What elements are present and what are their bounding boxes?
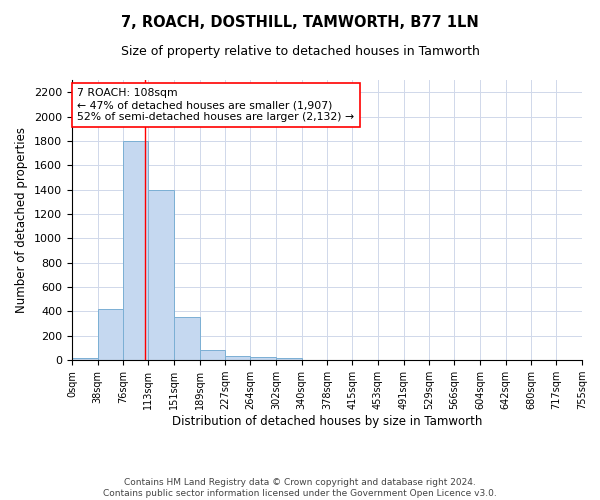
Y-axis label: Number of detached properties: Number of detached properties [16,127,28,313]
Bar [148,190,174,360]
Bar [174,318,200,360]
Bar [276,358,302,360]
Bar [72,358,98,360]
Bar [124,141,148,360]
Text: Contains HM Land Registry data © Crown copyright and database right 2024.
Contai: Contains HM Land Registry data © Crown c… [103,478,497,498]
Text: 7, ROACH, DOSTHILL, TAMWORTH, B77 1LN: 7, ROACH, DOSTHILL, TAMWORTH, B77 1LN [121,15,479,30]
Text: 7 ROACH: 108sqm
← 47% of detached houses are smaller (1,907)
52% of semi-detache: 7 ROACH: 108sqm ← 47% of detached houses… [77,88,354,122]
Bar [98,309,124,360]
Bar [226,356,250,360]
X-axis label: Distribution of detached houses by size in Tamworth: Distribution of detached houses by size … [172,415,482,428]
Bar [250,357,276,360]
Text: Size of property relative to detached houses in Tamworth: Size of property relative to detached ho… [121,45,479,58]
Bar [200,350,226,360]
